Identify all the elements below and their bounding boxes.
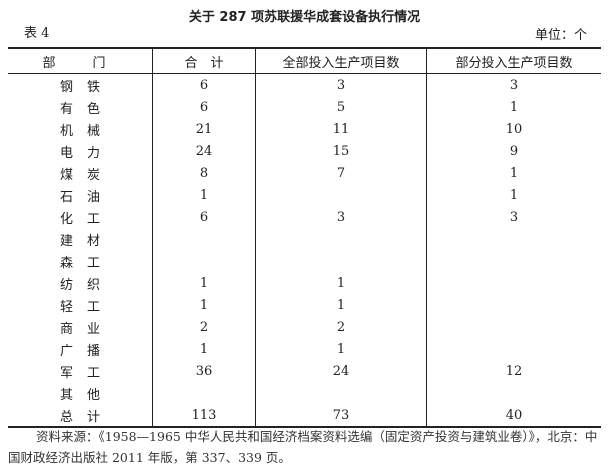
cell-total: 21 (152, 118, 256, 140)
cell-partially-operational: 12 (426, 360, 601, 382)
table-row: 森工 (8, 250, 601, 272)
cell-total: 6 (152, 73, 256, 96)
cell-total: 6 (152, 96, 256, 118)
header-row: 部 门 合 计 全部投入生产项目数 部分投入生产项目数 (8, 48, 601, 74)
cell-total: 2 (152, 316, 256, 338)
table-row: 钢铁 6 3 3 (8, 73, 601, 96)
table-number: 表 4 (24, 26, 50, 41)
cell-fully-operational: 2 (255, 316, 427, 338)
cell-partially-operational (426, 250, 601, 272)
table-row: 其他 (8, 382, 601, 404)
cell-fully-operational (255, 382, 427, 404)
cell-department: 其他 (59, 387, 114, 403)
cell-department: 广播 (59, 343, 114, 359)
header-fully-operational: 全部投入生产项目数 (255, 48, 427, 74)
table-row: 轻工 1 1 (8, 294, 601, 316)
cell-total: 113 (152, 404, 256, 427)
cell-department: 总计 (59, 409, 114, 425)
cell-total: 1 (152, 294, 256, 316)
header-total: 合 计 (152, 48, 256, 74)
cell-fully-operational: 5 (255, 96, 427, 118)
table-row: 总计 113 73 40 (8, 404, 601, 427)
table-row: 化工 6 3 3 (8, 206, 601, 228)
cell-partially-operational (426, 272, 601, 294)
cell-partially-operational (426, 228, 601, 250)
cell-total (152, 382, 256, 404)
cell-department: 军工 (59, 365, 114, 381)
header-partially-operational: 部分投入生产项目数 (426, 48, 601, 74)
cell-department: 轻工 (59, 299, 114, 315)
cell-department: 电力 (59, 145, 114, 161)
cell-total: 6 (152, 206, 256, 228)
cell-department: 有色 (59, 101, 114, 117)
table-row: 商业 2 2 (8, 316, 601, 338)
cell-department: 建材 (59, 233, 114, 249)
cell-partially-operational: 40 (426, 404, 601, 427)
cell-department: 钢铁 (59, 79, 114, 95)
cell-partially-operational (426, 294, 601, 316)
cell-total (152, 228, 256, 250)
cell-partially-operational: 3 (426, 206, 601, 228)
cell-partially-operational (426, 316, 601, 338)
cell-fully-operational (255, 184, 427, 206)
cell-total: 1 (152, 338, 256, 360)
unit-label: 单位：个 (534, 28, 587, 43)
cell-partially-operational (426, 338, 601, 360)
cell-total: 24 (152, 140, 256, 162)
table-row: 建材 (8, 228, 601, 250)
table-row: 煤炭 8 7 1 (8, 162, 601, 184)
cell-fully-operational: 1 (255, 294, 427, 316)
cell-total: 1 (152, 184, 256, 206)
data-table: 部 门 合 计 全部投入生产项目数 部分投入生产项目数 钢铁 6 3 3 有色 6 5 1 机械… (8, 47, 601, 428)
header-department: 部 门 (8, 48, 153, 74)
cell-fully-operational: 11 (255, 118, 427, 140)
table-row: 机械 21 11 10 (8, 118, 601, 140)
cell-total: 8 (152, 162, 256, 184)
table-row: 军工 36 24 12 (8, 360, 601, 382)
cell-fully-operational (255, 228, 427, 250)
cell-fully-operational (255, 250, 427, 272)
cell-department: 森工 (59, 255, 114, 271)
table-title: 关于 287 项苏联援华成套设备执行情况 (188, 10, 421, 25)
cell-total (152, 250, 256, 272)
cell-fully-operational: 1 (255, 272, 427, 294)
cell-fully-operational: 73 (255, 404, 427, 427)
cell-department: 石油 (59, 189, 114, 205)
cell-partially-operational: 10 (426, 118, 601, 140)
cell-partially-operational: 3 (426, 73, 601, 96)
cell-department: 机械 (59, 123, 114, 139)
cell-fully-operational: 3 (255, 206, 427, 228)
table-row: 石油 1 1 (8, 184, 601, 206)
table-row: 电力 24 15 9 (8, 140, 601, 162)
cell-department: 化工 (59, 211, 114, 227)
cell-fully-operational: 15 (255, 140, 427, 162)
cell-department: 纺织 (59, 277, 114, 293)
cell-department: 煤炭 (59, 167, 114, 183)
table-row: 纺织 1 1 (8, 272, 601, 294)
table-row: 广播 1 1 (8, 338, 601, 360)
source-note: 资料来源：《1958—1965 中华人民共和国经济档案资料选编（固定资产投资与建… (8, 429, 598, 465)
table-row: 有色 6 5 1 (8, 96, 601, 118)
cell-partially-operational: 1 (426, 96, 601, 118)
cell-partially-operational: 9 (426, 140, 601, 162)
cell-department: 商业 (59, 321, 114, 337)
cell-fully-operational: 1 (255, 338, 427, 360)
cell-total: 36 (152, 360, 256, 382)
cell-fully-operational: 7 (255, 162, 427, 184)
cell-partially-operational (426, 382, 601, 404)
cell-partially-operational: 1 (426, 184, 601, 206)
cell-partially-operational: 1 (426, 162, 601, 184)
cell-total: 1 (152, 272, 256, 294)
cell-fully-operational: 3 (255, 73, 427, 96)
cell-fully-operational: 24 (255, 360, 427, 382)
